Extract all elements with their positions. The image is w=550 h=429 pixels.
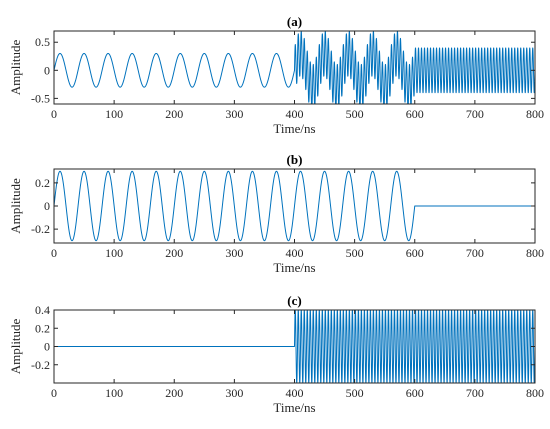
x-tick-label: 300 [225,386,243,400]
x-tick-label: 400 [286,246,304,260]
x-tick-label: 600 [406,386,424,400]
y-tick-label: -0.2 [31,222,50,236]
x-tick-label: 500 [346,386,364,400]
y-tick-label: 0 [44,340,50,354]
panel-title-b: (b) [287,152,303,167]
x-tick-label: 700 [466,107,484,121]
y-tick-label: 0.4 [35,303,50,317]
x-tick-label: 100 [105,107,123,121]
x-axis-label-a: Time/ns [273,121,315,136]
x-tick-label: 600 [406,246,424,260]
signal-line-c [54,310,535,383]
y-tick-label: 0 [44,199,50,213]
y-tick-label: 0.2 [35,176,50,190]
panel-a: (a)0 100 200 300 400 500 600 700 8000.50-0.5Time… [8,14,544,136]
signal-line-b [54,170,535,242]
x-tick-label: 0 [51,107,57,121]
x-tick-label: 300 [225,246,243,260]
y-tick-label: -0.2 [31,358,50,372]
panel-c: (c)0 100 200 300 400 500 600 700 8000.40.20-0.2T… [8,293,544,415]
x-tick-label: 0 [51,386,57,400]
y-tick-label: 0 [44,63,50,77]
x-tick-label: 100 [105,386,123,400]
panel-title-c: (c) [287,293,301,308]
y-axis-label-c: Amplitude [8,318,23,374]
x-tick-label: 400 [286,386,304,400]
x-tick-label: 700 [466,386,484,400]
x-tick-label: 0 [51,246,57,260]
x-tick-label: 200 [165,246,183,260]
y-tick-label: -0.5 [31,91,50,105]
y-axis-label-b: Amplitude [8,178,23,234]
signal-line-a [54,31,535,104]
panel-b: (b)0 100 200 300 400 500 600 700 8000.20-0.2Time… [8,152,544,275]
x-tick-label: 100 [105,246,123,260]
x-tick-label: 800 [526,107,544,121]
y-axis-label-a: Amplitude [8,39,23,95]
y-tick-label: 0.5 [35,35,50,49]
x-tick-label: 200 [165,107,183,121]
x-axis-label-b: Time/ns [273,260,315,275]
x-tick-label: 400 [286,107,304,121]
x-tick-label: 200 [165,386,183,400]
x-tick-label: 700 [466,246,484,260]
x-tick-label: 800 [526,246,544,260]
x-tick-label: 600 [406,107,424,121]
x-axis-label-c: Time/ns [273,400,315,415]
x-tick-label: 500 [346,107,364,121]
panel-title-a: (a) [287,14,302,29]
x-tick-label: 800 [526,386,544,400]
y-tick-label: 0.2 [35,321,50,335]
x-tick-label: 500 [346,246,364,260]
x-tick-label: 300 [225,107,243,121]
